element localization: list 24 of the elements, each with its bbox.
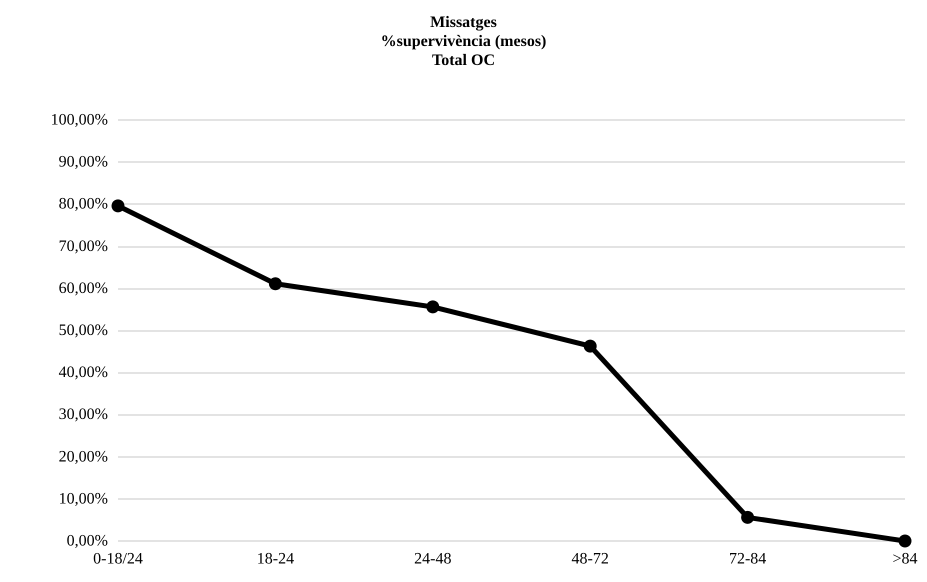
y-tick-label: 90,00% — [58, 154, 108, 171]
x-tick-label: 18-24 — [256, 550, 294, 568]
y-tick-label: 40,00% — [58, 364, 108, 382]
y-tick-label: 30,00% — [58, 406, 108, 424]
point — [426, 300, 440, 314]
chart-title: Missatges %supervivència (mesos) Total OC — [380, 14, 546, 69]
point — [898, 534, 912, 548]
y-tick-label: 80,00% — [58, 196, 108, 213]
y-tick-label: 20,00% — [58, 448, 108, 466]
y-tick-label: 0,00% — [66, 532, 108, 550]
point — [112, 199, 124, 212]
point — [584, 340, 597, 353]
y-tick-label: 10,00% — [58, 490, 108, 508]
y-tick-label: 60,00% — [58, 280, 108, 297]
point — [741, 510, 754, 524]
y-tick-label: 70,00% — [58, 238, 108, 255]
x-tick-label: >84 — [892, 550, 918, 568]
point — [268, 277, 282, 290]
x-tick-label: 48-72 — [572, 550, 609, 568]
x-tick-label: 72-84 — [728, 550, 766, 568]
y-tick-label: 50,00% — [58, 322, 108, 339]
y-tick-label: 100,00% — [50, 112, 108, 128]
x-tick-label: 24-48 — [414, 550, 452, 568]
x-tick-label: 0-18/24 — [93, 550, 143, 568]
